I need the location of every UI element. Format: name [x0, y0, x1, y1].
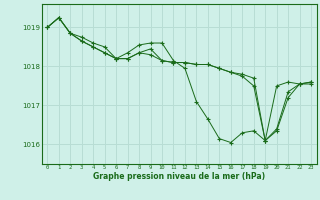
X-axis label: Graphe pression niveau de la mer (hPa): Graphe pression niveau de la mer (hPa): [93, 172, 265, 181]
